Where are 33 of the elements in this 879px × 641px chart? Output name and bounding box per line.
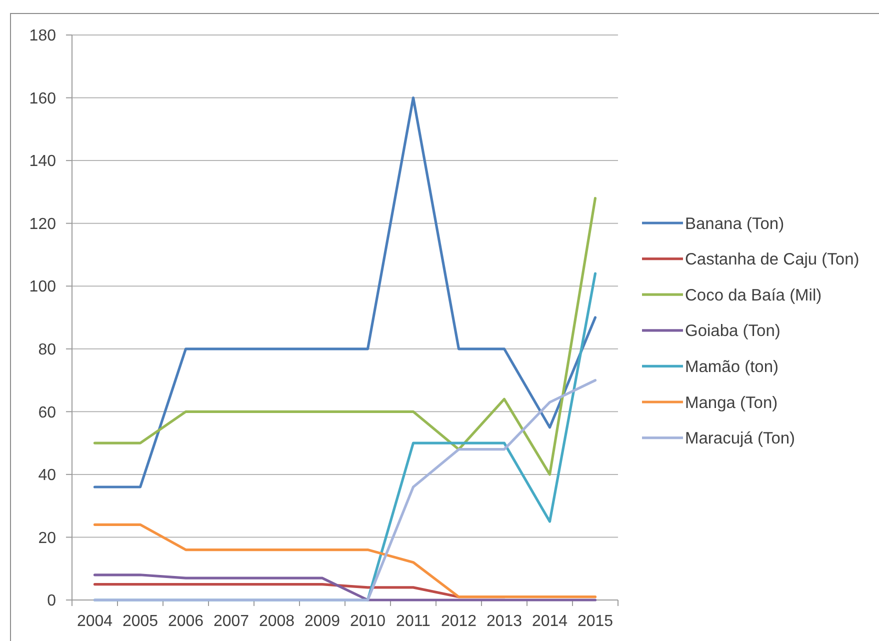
x-tick-label: 2008 (258, 613, 295, 630)
line-series (93, 523, 597, 598)
legend-label: Mamão (ton) (685, 358, 779, 376)
legend-label: Goiaba (Ton) (685, 322, 780, 340)
x-tick-label: 2015 (577, 613, 614, 630)
line-series (93, 96, 597, 488)
legend-label: Coco da Baía (Mil) (685, 286, 822, 304)
x-tick-label: 2005 (122, 613, 158, 630)
y-tick-label: 120 (29, 216, 56, 233)
legend-label: Maracujá (Ton) (685, 430, 796, 448)
legend-label: Banana (Ton) (685, 214, 784, 233)
x-tick-label: 2009 (304, 613, 340, 630)
y-tick-label: 40 (38, 467, 56, 484)
y-tick-label: 180 (29, 28, 56, 45)
y-tick-label: 100 (29, 278, 56, 296)
y-tick-label: 80 (38, 341, 56, 358)
x-tick-label: 2014 (532, 613, 568, 630)
x-tick-label: 2004 (76, 613, 113, 630)
line-series (93, 196, 597, 476)
x-tick-label: 2013 (486, 613, 522, 630)
y-tick-label: 160 (29, 90, 56, 108)
line-series (93, 378, 597, 602)
x-tick-label: 2006 (168, 613, 204, 630)
x-tick-label: 2010 (350, 613, 386, 630)
x-tick-label: 2011 (396, 613, 431, 630)
x-tick-label: 2007 (213, 613, 250, 630)
x-tick-label: 2012 (440, 613, 477, 630)
y-tick-label: 20 (38, 530, 56, 547)
y-tick-label: 140 (29, 153, 56, 170)
legend-label: Manga (Ton) (685, 394, 778, 412)
y-tick-label: 60 (38, 404, 56, 422)
legend-label: Castanha de Caju (Ton) (685, 250, 860, 269)
y-tick-label: 0 (47, 592, 56, 610)
